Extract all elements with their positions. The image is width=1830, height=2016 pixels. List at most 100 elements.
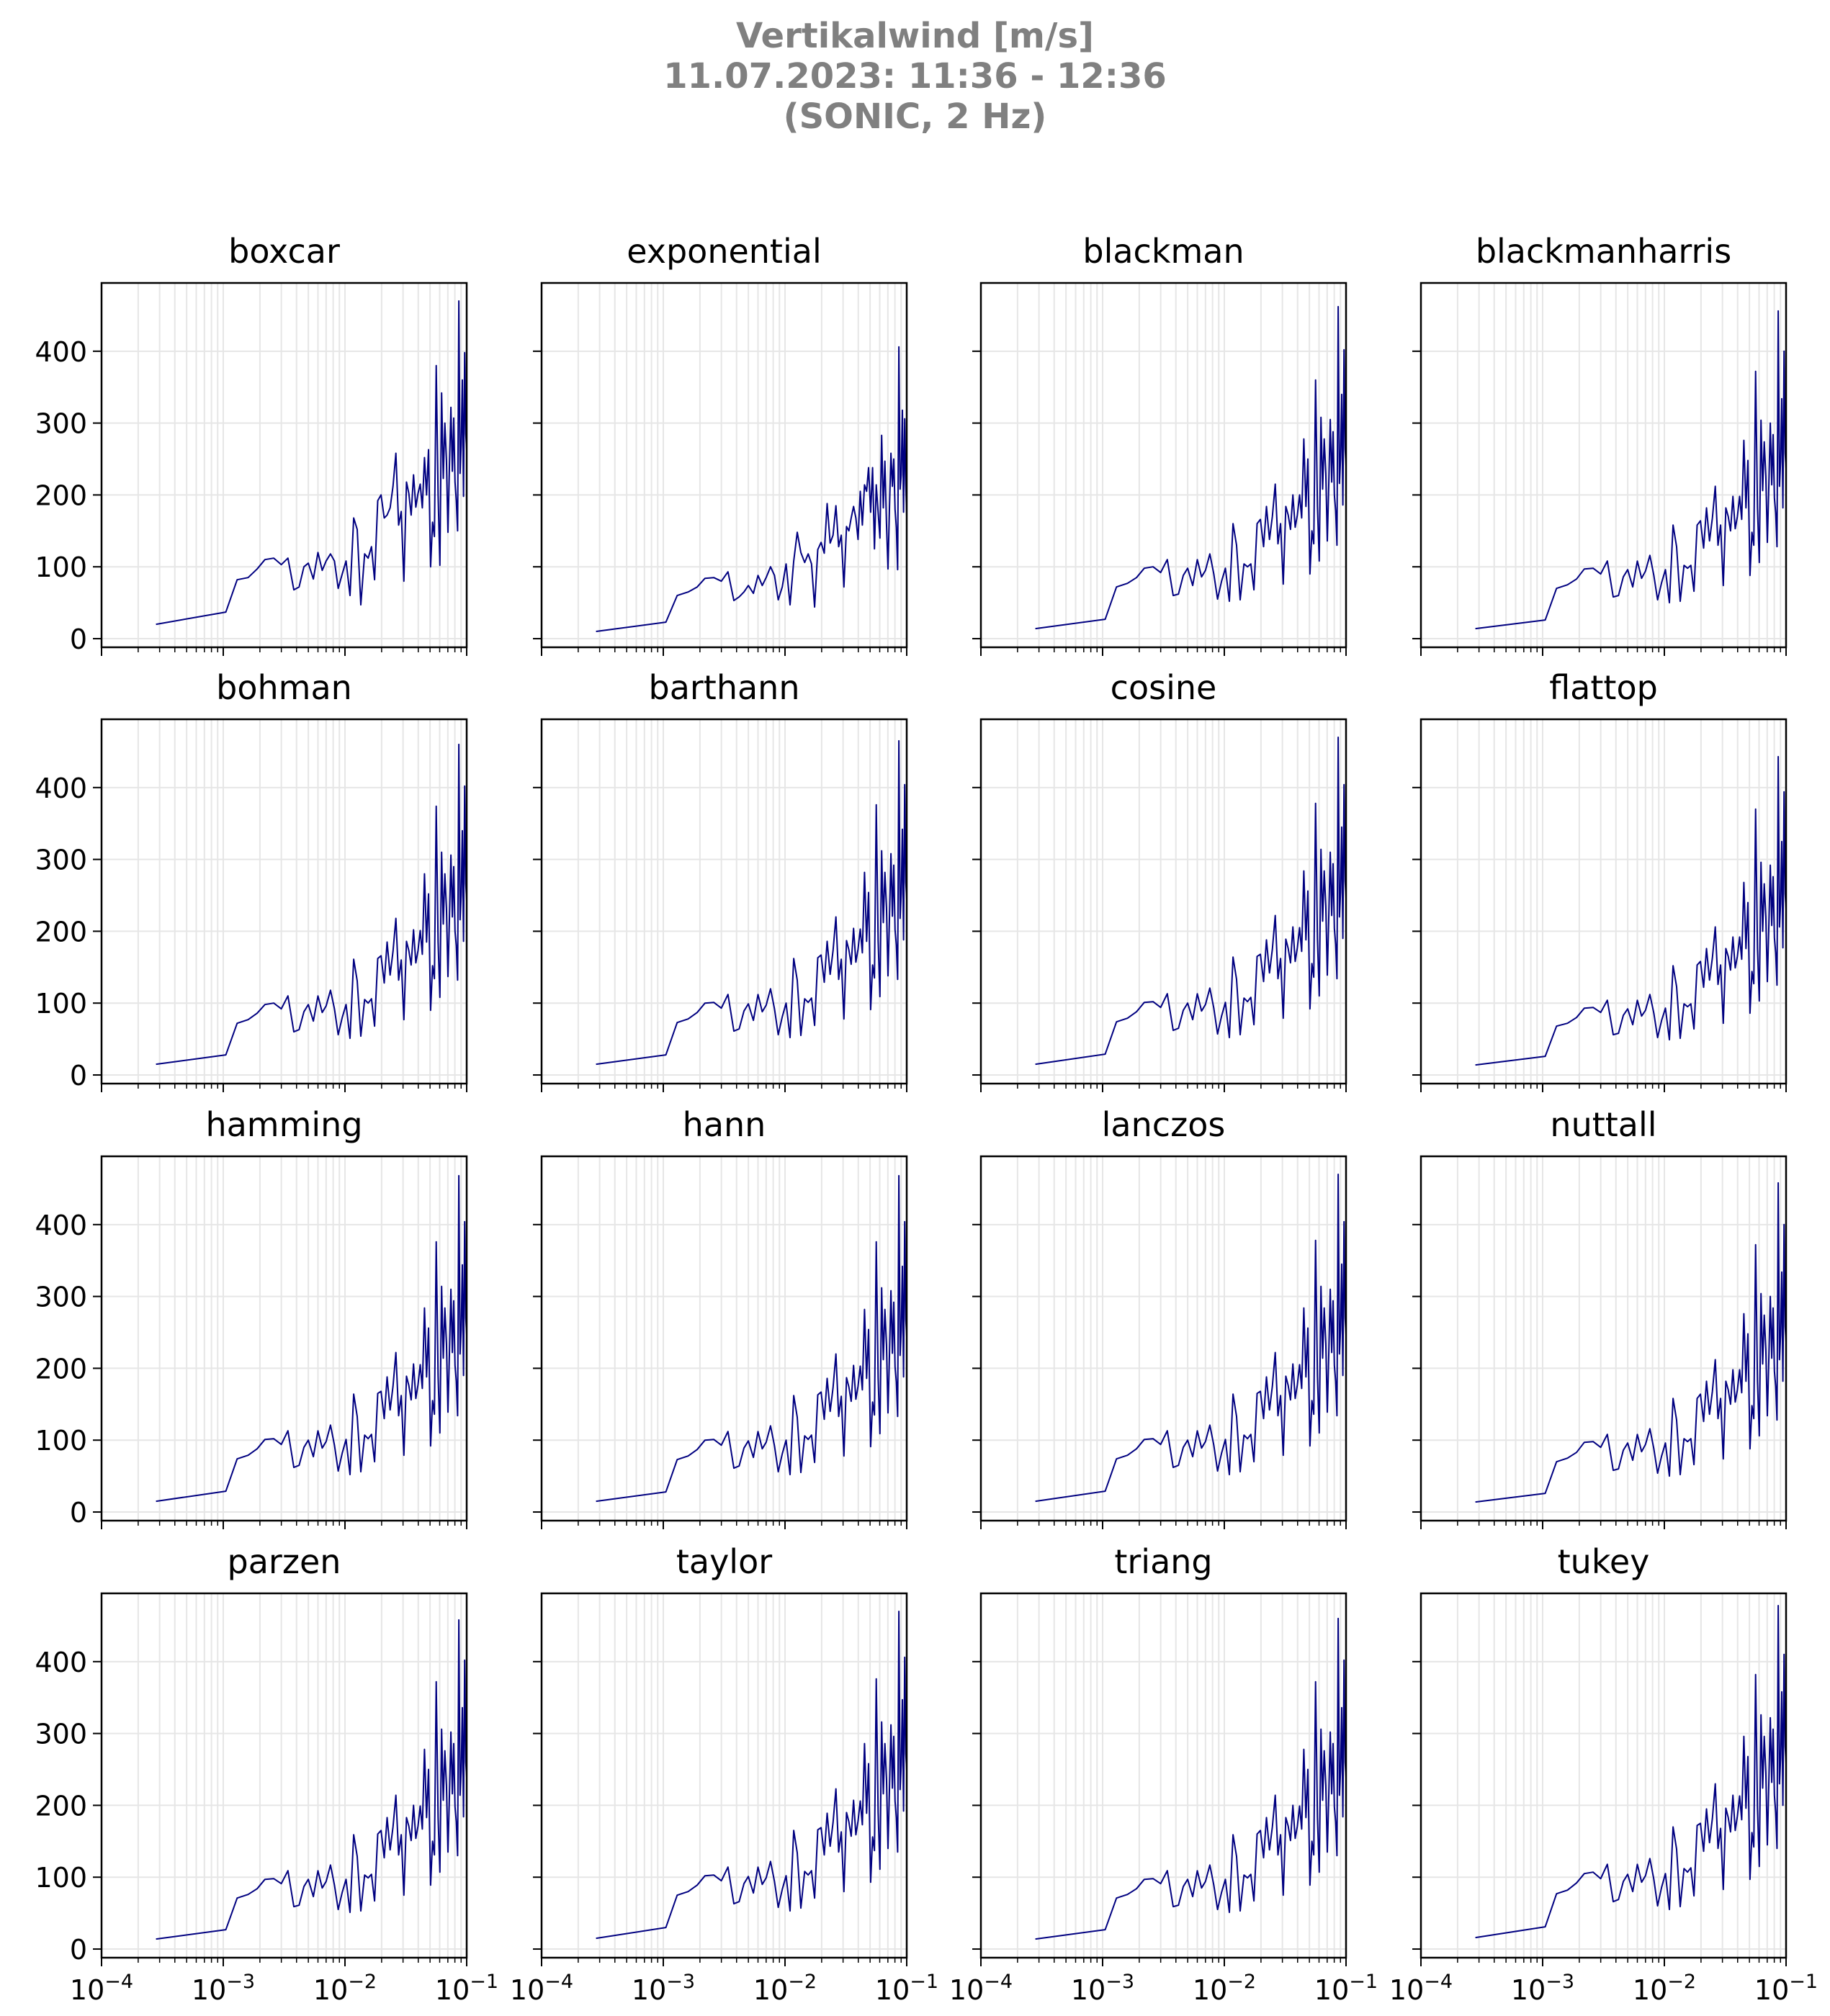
panel-hamming: hamming 0 100 200 300 400 <box>35 1105 468 1529</box>
panel-title: triang <box>1114 1542 1212 1581</box>
series-line <box>1035 1174 1347 1503</box>
panel-title: nuttall <box>1550 1105 1656 1144</box>
axes-frame <box>979 282 1347 649</box>
y-tick-label: 200 <box>35 480 87 511</box>
x-tick-label: 10−1 <box>1314 1971 1378 2006</box>
panel-title: bohman <box>216 668 352 707</box>
panel-tukey: tukey 10−4 10−3 10−2 10−1 <box>1389 1542 1818 2006</box>
axes-frame <box>1419 1592 1788 1959</box>
axes-frame <box>100 1155 468 1522</box>
series-line <box>596 739 907 1066</box>
series-line <box>1035 1617 1347 1940</box>
figure-title-line-3: (SONIC, 2 Hz) <box>783 96 1047 137</box>
series-line <box>596 1611 907 1940</box>
axes-frame <box>100 282 468 649</box>
axes-frame <box>100 718 468 1085</box>
series-line <box>1035 737 1347 1066</box>
y-tick-label: 0 <box>70 1497 87 1529</box>
panel-title: taylor <box>676 1542 772 1581</box>
x-tick-label: 10−1 <box>875 1971 938 2006</box>
series-line <box>156 1619 467 1940</box>
y-tick-label: 100 <box>35 552 87 583</box>
panel-title: parzen <box>228 1542 341 1581</box>
x-tick-label: 10−4 <box>1389 1971 1453 2006</box>
x-tick-label: 10−2 <box>1633 1971 1696 2006</box>
y-tick-label: 200 <box>35 916 87 948</box>
series-line <box>156 1174 467 1503</box>
panel-flattop: flattop <box>1412 668 1788 1092</box>
series-line <box>1475 755 1787 1066</box>
y-tick-label: 300 <box>35 845 87 876</box>
y-tick-label: 100 <box>35 1425 87 1457</box>
axes-frame <box>979 1155 1347 1522</box>
y-tick-label: 400 <box>35 1210 87 1241</box>
panel-title: barthann <box>649 668 800 707</box>
x-tick-label: 10−2 <box>1193 1971 1256 2006</box>
panel-blackmanharris: blackmanharris <box>1412 232 1788 656</box>
series-line <box>1475 1182 1787 1503</box>
series-line <box>1475 1605 1787 1939</box>
axes-frame <box>540 1592 908 1959</box>
x-tick-label: 10−1 <box>1754 1971 1818 2006</box>
panel-bohman: bohman 0 100 200 300 400 <box>35 668 468 1092</box>
axes-frame <box>979 1592 1347 1959</box>
x-tick-label: 10−2 <box>313 1971 377 2006</box>
x-tick-label: 10−3 <box>192 1971 255 2006</box>
series-line <box>596 1174 907 1503</box>
axes-frame <box>100 1592 468 1959</box>
axes-frame <box>979 718 1347 1085</box>
x-tick-label: 10−3 <box>1511 1971 1574 2006</box>
panel-barthann: barthann <box>533 668 908 1092</box>
y-tick-label: 300 <box>35 1282 87 1313</box>
axes-frame <box>540 718 908 1085</box>
x-tick-label: 10−3 <box>632 1971 695 2006</box>
panel-title: hann <box>683 1105 766 1144</box>
panel-parzen: parzen 0 100 200 300 400 10−4 10−3 10−2 10−1 <box>35 1542 498 2006</box>
axes-frame <box>1419 282 1788 649</box>
series-line <box>156 743 467 1066</box>
y-tick-label: 0 <box>70 624 87 655</box>
panel-hann: hann <box>533 1105 908 1529</box>
series-line <box>596 346 907 632</box>
x-tick-label: 10−1 <box>435 1971 498 2006</box>
panel-exponential: exponential <box>533 232 908 656</box>
x-tick-label: 10−4 <box>70 1971 133 2006</box>
panel-title: exponential <box>627 232 821 271</box>
panel-title: flattop <box>1549 668 1658 707</box>
panel-lanczos: lanczos <box>972 1105 1347 1529</box>
y-tick-label: 400 <box>35 336 87 368</box>
y-tick-label: 0 <box>70 1934 87 1966</box>
panel-title: blackman <box>1082 232 1244 271</box>
panel-taylor: taylor 10−4 10−3 10−2 10−1 <box>510 1542 938 2006</box>
panel-title: tukey <box>1558 1542 1650 1581</box>
y-tick-label: 300 <box>35 1719 87 1750</box>
figure-title-line-2: 11.07.2023: 11:36 - 12:36 <box>663 56 1167 96</box>
series-line <box>1475 310 1787 630</box>
axes-frame <box>540 1155 908 1522</box>
panel-triang: triang 10−4 10−3 10−2 10−1 <box>949 1542 1378 2006</box>
series-line <box>156 300 467 626</box>
axes-frame <box>1419 718 1788 1085</box>
y-tick-label: 100 <box>35 988 87 1020</box>
panel-boxcar: boxcar 0 100 200 300 400 <box>35 232 468 656</box>
series-line <box>1035 305 1347 630</box>
figure-title-line-1: Vertikalwind [m/s] <box>736 16 1094 56</box>
panel-title: blackmanharris <box>1476 232 1731 271</box>
y-tick-label: 400 <box>35 1647 87 1678</box>
panel-title: hamming <box>205 1105 362 1144</box>
panel-title: boxcar <box>228 232 340 271</box>
panel-title: cosine <box>1111 668 1217 707</box>
y-tick-label: 300 <box>35 408 87 440</box>
x-tick-label: 10−4 <box>949 1971 1013 2006</box>
x-tick-label: 10−4 <box>510 1971 573 2006</box>
panel-cosine: cosine <box>972 668 1347 1092</box>
y-tick-label: 0 <box>70 1060 87 1092</box>
axes-frame <box>1419 1155 1788 1522</box>
panel-blackman: blackman <box>972 232 1347 656</box>
y-tick-label: 400 <box>35 773 87 804</box>
x-tick-label: 10−2 <box>753 1971 817 2006</box>
panel-title: lanczos <box>1102 1105 1226 1144</box>
y-tick-label: 200 <box>35 1790 87 1822</box>
axes-frame <box>540 282 908 649</box>
